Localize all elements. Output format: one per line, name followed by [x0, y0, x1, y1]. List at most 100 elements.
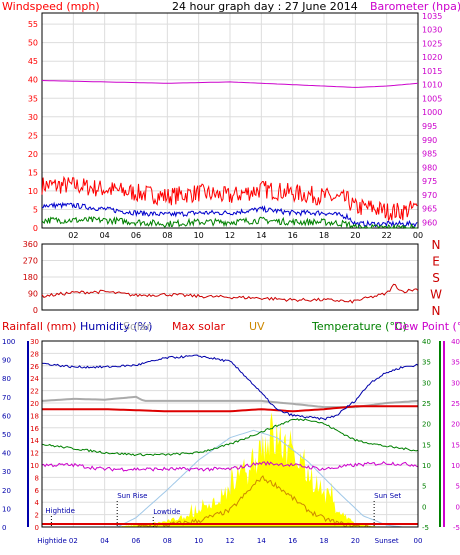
time-tick: 02: [68, 231, 78, 240]
dewpoint-tick: 5: [456, 483, 460, 491]
max-solar-legend: Max solar: [172, 320, 226, 333]
time-tick: 04: [100, 537, 109, 545]
barometer-tick: 975: [422, 177, 437, 186]
rainfall-tick: 22: [30, 388, 39, 396]
barometer-tick: 1015: [422, 67, 442, 76]
time-tick: 10: [194, 537, 203, 545]
temperature-tick: 5: [422, 483, 426, 491]
humidity-tick: 40: [2, 450, 11, 458]
barometer-tick: 1000: [422, 108, 442, 117]
windspeed-tick: 30: [28, 113, 38, 122]
humidity-tick: 20: [2, 487, 11, 495]
rainfall-tick: 26: [30, 363, 39, 371]
graph-title: 24 hour graph day : 27 June 2014: [172, 0, 358, 13]
wind-direction-panel: 0 N 90 W 180 S 270 E 360 N: [23, 238, 442, 318]
uv-legend: UV: [249, 320, 265, 333]
barometer-tick: 1010: [422, 81, 442, 90]
direction-tick: 180: [23, 273, 38, 282]
time-tick: 16: [288, 231, 298, 240]
barometer-tick: 970: [422, 191, 437, 200]
windspeed-axis-label: Windspeed (mph): [2, 0, 100, 13]
panel-frame: [41, 340, 419, 528]
rainfall-tick: 4: [35, 499, 40, 507]
dewpoint-tick: 15: [451, 441, 460, 449]
time-tick: 06: [132, 537, 141, 545]
humidity-tick: 10: [2, 505, 11, 513]
rainfall-tick: 0: [35, 524, 39, 532]
red-line: [42, 405, 418, 413]
humidity-tick: 80: [2, 375, 11, 383]
dewpoint-tick: 40: [451, 338, 460, 346]
temperature-tick: 20: [422, 421, 431, 429]
barometer-tick: 995: [422, 122, 437, 131]
time-tick: 02: [69, 537, 78, 545]
windspeed-tick: 20: [28, 150, 38, 159]
time-tick: 00: [413, 231, 423, 240]
wind-direction-line: [41, 283, 419, 304]
time-tick: 12: [225, 231, 235, 240]
windspeed-tick: 45: [28, 57, 38, 66]
time-tick: 20: [351, 537, 360, 545]
humidity-tick: 100: [2, 338, 15, 346]
wind-average-line: [41, 201, 418, 229]
annotation-label: Lowtide: [153, 508, 180, 516]
rainfall-tick: 8: [35, 474, 39, 482]
direction-tick: 90: [28, 290, 38, 299]
humidity-tick: 0: [2, 524, 6, 532]
windspeed-tick: 55: [28, 20, 38, 29]
barometer-tick: 1025: [422, 39, 442, 48]
humidity-legend: Humidity (%): [80, 320, 153, 333]
compass-label: N: [432, 304, 441, 318]
rainfall-tick: 30: [30, 338, 39, 346]
solar-legend: Solar: [123, 320, 152, 333]
barometer-tick: 960: [422, 218, 437, 227]
temperature-tick: 40: [422, 338, 431, 346]
temperature-tick: 10: [422, 462, 431, 470]
rainfall-tick: 20: [30, 400, 39, 408]
dew-point-line: [41, 460, 419, 472]
panel-frame: [41, 243, 419, 311]
wind-gust-line: [41, 175, 418, 221]
barometer-tick: 965: [422, 205, 437, 214]
compass-label: W: [430, 288, 442, 302]
dewpoint-tick: -5: [453, 524, 460, 532]
direction-tick: 0: [33, 306, 38, 315]
time-tick: 08: [163, 537, 172, 545]
temperature-tick: 25: [422, 400, 431, 408]
time-tick: 14: [257, 537, 266, 545]
environment-panel: 0246810121416182022242628300102030405060…: [2, 338, 460, 545]
windspeed-tick: 10: [28, 187, 38, 196]
rainfall-axis-label: Rainfall (mm): [2, 320, 77, 333]
direction-tick: 270: [23, 257, 38, 266]
barometer-line: [41, 80, 419, 88]
rainfall-tick: 12: [30, 450, 39, 458]
rainfall-tick: 6: [35, 487, 40, 495]
windspeed-tick: 15: [28, 168, 38, 177]
rainfall-tick: 14: [30, 437, 39, 445]
temperature-tick: -5: [422, 524, 429, 532]
dewpoint-tick: 30: [451, 379, 460, 387]
time-tick: 22: [382, 231, 392, 240]
rainfall-tick: 24: [30, 375, 39, 383]
direction-tick: 360: [23, 240, 38, 249]
dewpoint-tick: 0: [456, 503, 460, 511]
wind-low-line: [41, 215, 418, 230]
compass-label: S: [432, 271, 440, 285]
windspeed-tick: 5: [33, 205, 38, 214]
windspeed-tick: 40: [28, 76, 38, 85]
temperature-tick: 30: [422, 379, 431, 387]
rainfall-tick: 16: [30, 425, 39, 433]
time-tick: 00: [414, 537, 423, 545]
barometer-tick: 980: [422, 163, 437, 172]
barometer-tick: 990: [422, 136, 437, 145]
dewpoint-tick: 10: [451, 462, 460, 470]
annotation-label: Hightide: [45, 507, 75, 515]
humidity-tick: 70: [2, 394, 11, 402]
compass-label: N: [432, 238, 441, 252]
time-tick: 08: [162, 231, 172, 240]
humidity-tick: 90: [2, 357, 11, 365]
dewpoint-tick: 20: [451, 421, 460, 429]
solar-area: [112, 412, 387, 527]
windspeed-tick: 25: [28, 131, 38, 140]
